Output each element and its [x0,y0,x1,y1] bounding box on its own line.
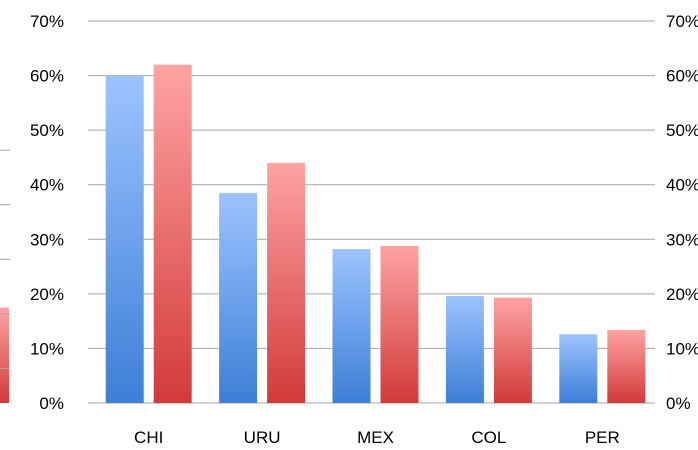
bar-per-series-1 [559,334,598,403]
partial-bar [0,307,9,403]
bar-col-series-2 [493,297,532,403]
bar-mex-series-1 [332,249,371,403]
y-tick-label-left: 40% [30,176,64,195]
y-tick-label-right: 10% [666,339,698,358]
y-axis-left: 0% 10% 20% 30% 40% 50% 60% 70% [30,12,64,413]
bar-uru-series-2 [267,162,306,403]
y-tick-label-right: 20% [666,285,698,304]
y-tick-label-left: 70% [30,12,64,31]
y-tick-label-right: 0% [666,394,691,413]
y-tick-label-left: 10% [30,339,64,358]
y-tick-label-left: 20% [30,285,64,304]
y-tick-label-right: 50% [666,121,698,140]
y-tick-label-right: 70% [666,12,698,31]
x-axis: CHI URU MEX COL PER [134,428,620,447]
category-label: COL [471,428,506,447]
bar-col-series-1 [445,296,484,403]
category-label: PER [585,428,620,447]
bar-per-series-2 [607,329,646,403]
category-label: URU [244,428,281,447]
y-tick-label-right: 40% [666,176,698,195]
y-tick-label-right: 60% [666,67,698,86]
y-axis-right: 0% 10% 20% 30% 40% 50% 60% 70% [666,12,698,413]
bar-mex-series-2 [380,245,419,403]
y-tick-label-left: 60% [30,67,64,86]
category-label: CHI [134,428,163,447]
y-tick-label-right: 30% [666,230,698,249]
bar-chi-series-2 [153,64,192,404]
y-tick-label-left: 0% [39,394,64,413]
y-tick-label-left: 50% [30,121,64,140]
y-tick-label-left: 30% [30,230,64,249]
partial-left-chart [0,149,10,403]
bar-uru-series-1 [219,192,258,403]
bars [105,64,646,404]
bar-chi-series-1 [105,75,144,404]
category-label: MEX [357,428,394,447]
